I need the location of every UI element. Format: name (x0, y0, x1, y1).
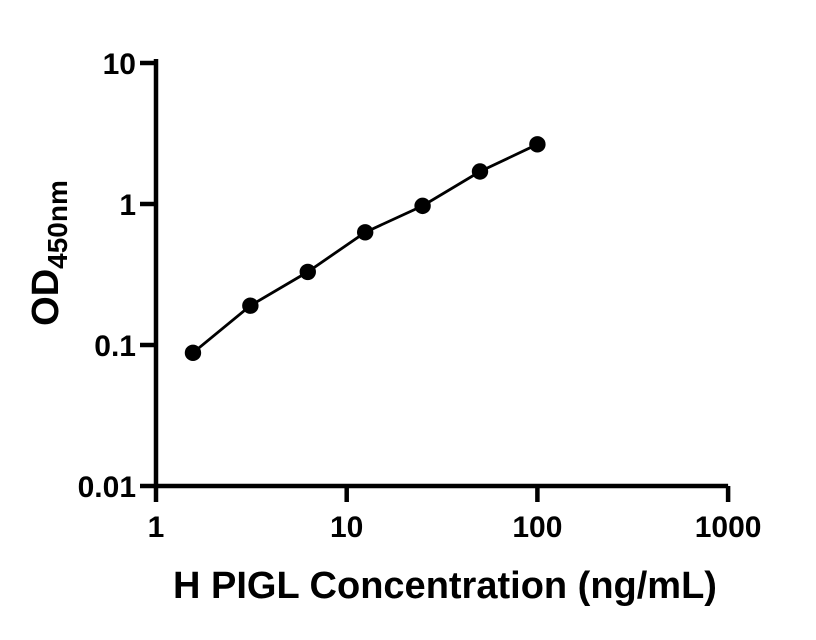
x-tick-label: 100 (512, 511, 562, 544)
data-point (299, 263, 316, 281)
x-tick-label: 1 (148, 511, 165, 544)
data-point (471, 163, 489, 180)
x-tick-label: 1000 (695, 511, 762, 544)
y-axis-title-subscript: 450nm (42, 180, 73, 269)
data-point (242, 297, 259, 314)
data-point (356, 224, 374, 241)
x-tick-label: 10 (330, 511, 363, 544)
y-axis-title: OD450nm (25, 180, 73, 326)
data-point (414, 197, 431, 215)
data-point (184, 344, 202, 362)
axes-spine (153, 59, 729, 489)
y-tick-label: 1 (119, 189, 136, 222)
x-axis-title: H PIGL Concentration (ng/mL) (173, 565, 717, 607)
y-tick-label: 0.01 (78, 471, 136, 504)
data-point (529, 136, 546, 153)
y-tick-label: 0.1 (94, 330, 136, 363)
y-axis-title-main: OD (25, 269, 67, 326)
plot-area: 10 1 0.1 0.01 1 10 100 1000 (78, 48, 762, 544)
y-tick-label: 10 (103, 48, 136, 81)
